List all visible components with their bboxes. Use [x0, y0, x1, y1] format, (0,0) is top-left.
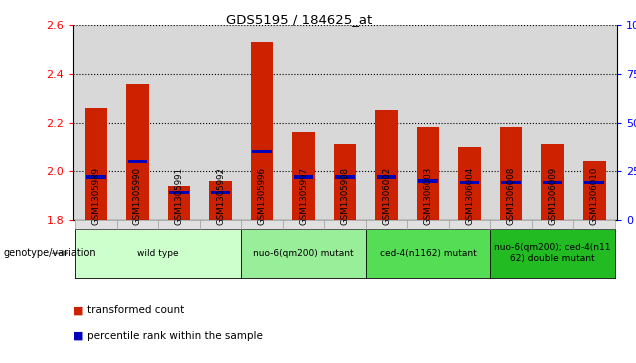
Text: GSM1306009: GSM1306009: [548, 167, 557, 225]
Bar: [292, 132, 315, 220]
Text: nuo-6(qm200); ced-4(n11
62) double mutant: nuo-6(qm200); ced-4(n11 62) double mutan…: [494, 244, 611, 263]
Text: GDS5195 / 184625_at: GDS5195 / 184625_at: [226, 13, 372, 26]
Text: GSM1305990: GSM1305990: [133, 167, 142, 225]
Text: GSM1306004: GSM1306004: [465, 167, 474, 225]
Bar: [126, 83, 149, 220]
Bar: [583, 161, 605, 220]
Bar: [294, 175, 313, 179]
Text: GSM1306008: GSM1306008: [506, 167, 516, 225]
Text: GSM1305989: GSM1305989: [92, 167, 100, 225]
Text: GSM1306002: GSM1306002: [382, 167, 391, 225]
Text: GSM1305992: GSM1305992: [216, 167, 225, 225]
Text: GSM1305996: GSM1305996: [258, 167, 266, 225]
Text: GSM1306010: GSM1306010: [590, 167, 598, 225]
Bar: [584, 181, 604, 184]
Text: GSM1305997: GSM1305997: [299, 167, 308, 225]
Text: percentile rank within the sample: percentile rank within the sample: [87, 331, 263, 341]
Bar: [418, 179, 438, 183]
Text: GSM1305991: GSM1305991: [174, 167, 184, 225]
Text: ■: ■: [73, 305, 84, 315]
Bar: [335, 175, 355, 179]
Text: genotype/variation: genotype/variation: [3, 248, 96, 258]
Text: wild type: wild type: [137, 249, 179, 258]
Text: GSM1305998: GSM1305998: [340, 167, 350, 225]
Text: nuo-6(qm200) mutant: nuo-6(qm200) mutant: [253, 249, 354, 258]
Bar: [169, 191, 189, 194]
Bar: [543, 181, 562, 184]
Bar: [541, 144, 564, 220]
Bar: [86, 175, 106, 179]
Bar: [377, 175, 396, 179]
Bar: [251, 42, 273, 220]
Bar: [501, 181, 521, 184]
Bar: [334, 144, 356, 220]
Bar: [128, 160, 147, 163]
Bar: [375, 110, 398, 220]
Bar: [460, 181, 480, 184]
Bar: [211, 191, 230, 194]
Bar: [500, 127, 523, 220]
Text: ■: ■: [73, 331, 84, 341]
Bar: [252, 150, 272, 154]
Bar: [209, 181, 232, 220]
Text: GSM1306003: GSM1306003: [424, 167, 432, 225]
Text: ced-4(n1162) mutant: ced-4(n1162) mutant: [380, 249, 476, 258]
Bar: [417, 127, 439, 220]
Bar: [167, 185, 190, 220]
Text: transformed count: transformed count: [87, 305, 184, 315]
Bar: [458, 147, 481, 220]
Bar: [85, 108, 107, 220]
